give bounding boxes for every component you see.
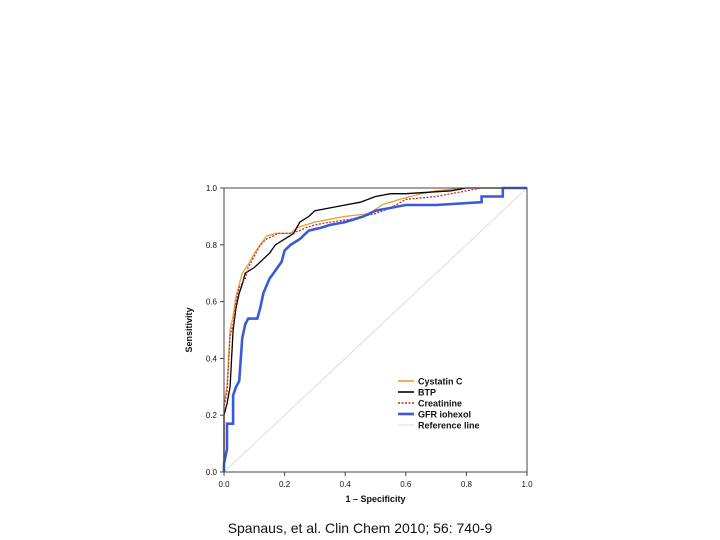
citation-text: Spanaus, et al. Clin Chem 2010; 56: 740-…	[227, 520, 493, 536]
axes: 0.0 0.2 0.4 0.6 0.8 1.0 0.0 0.2 0.4 0.6 0.8 1.0 1 – …	[184, 184, 533, 504]
legend-label-cystatin-c: Cystatin C	[418, 377, 463, 387]
series-line-btp	[223, 187, 527, 472]
x-tick-label: 0.8	[461, 480, 473, 489]
legend-label-reference-line: Reference line	[418, 421, 480, 431]
plot-frame	[223, 187, 528, 473]
x-tick-label: 1.0	[521, 480, 533, 489]
legend-label-btp: BTP	[418, 388, 436, 398]
series-line-gfr-iohexol	[222, 186, 527, 472]
x-tick-label: 0.6	[400, 480, 412, 489]
series-line-creatinine	[223, 187, 527, 472]
legend-label-creatinine: Creatinine	[418, 399, 462, 409]
plot-area	[222, 186, 528, 473]
y-tick-label: 0.2	[206, 411, 218, 420]
y-tick-label: 0.6	[206, 298, 218, 307]
x-axis-label: 1 – Specificity	[345, 494, 405, 504]
y-tick-label: 0.4	[206, 354, 218, 363]
y-axis-label: Sensitivity	[184, 307, 194, 352]
x-tick-label: 0.0	[218, 480, 230, 489]
y-tick-label: 1.0	[206, 184, 218, 193]
series-line-reference-line	[223, 187, 528, 473]
x-tick-label: 0.4	[340, 480, 352, 489]
x-tick-label: 0.2	[279, 480, 291, 489]
roc-chart: 0.0 0.2 0.4 0.6 0.8 1.0 0.0 0.2 0.4 0.6 0.8 1.0 1 – …	[184, 184, 533, 504]
y-tick-label: 0.0	[206, 468, 218, 477]
legend-label-gfr-iohexol: GFR iohexol	[418, 410, 471, 420]
y-tick-label: 0.8	[206, 241, 218, 250]
